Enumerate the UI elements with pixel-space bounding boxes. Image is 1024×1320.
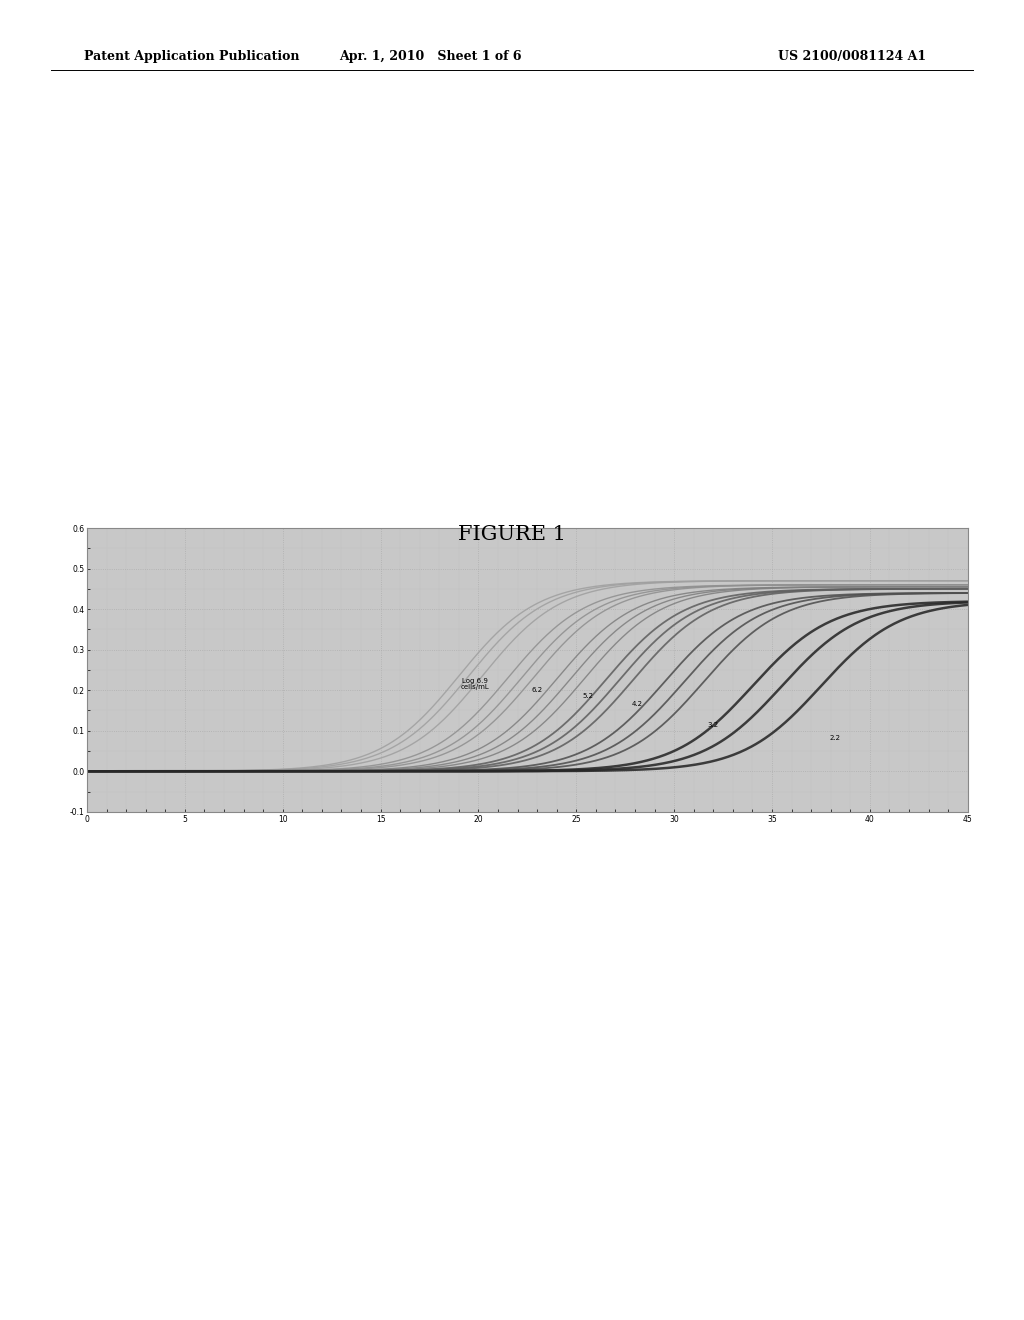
Text: 2.2: 2.2 [829, 735, 840, 741]
Text: US 2100/0081124 A1: US 2100/0081124 A1 [778, 50, 927, 63]
Text: 4.2: 4.2 [632, 701, 642, 706]
Text: FIGURE 1: FIGURE 1 [458, 525, 566, 544]
Text: Apr. 1, 2010   Sheet 1 of 6: Apr. 1, 2010 Sheet 1 of 6 [339, 50, 521, 63]
Text: 3.2: 3.2 [708, 722, 719, 727]
Text: 5.2: 5.2 [583, 693, 594, 700]
Text: 6.2: 6.2 [531, 688, 543, 693]
Text: Patent Application Publication: Patent Application Publication [84, 50, 299, 63]
Text: Log 6.9
cells/mL: Log 6.9 cells/mL [460, 678, 488, 690]
